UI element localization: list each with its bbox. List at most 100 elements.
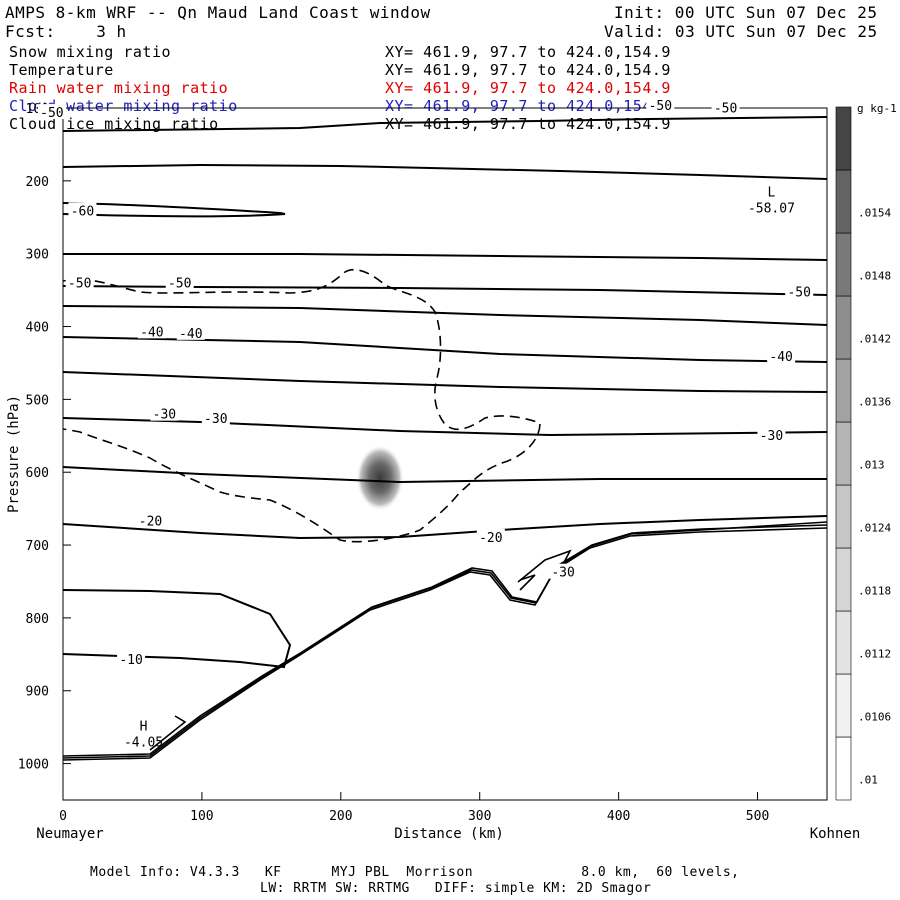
contour-label: -40: [140, 325, 163, 340]
isotherm: [62, 163, 828, 180]
isotherm: [62, 336, 828, 363]
y-tick-label: 1000: [18, 758, 49, 773]
contour-label-bg: [549, 563, 578, 579]
colorbar-swatch: [835, 358, 852, 423]
x-tick-label: 100: [190, 809, 213, 824]
colorbar-swatch: [835, 106, 852, 171]
y-tick-label: 200: [26, 175, 49, 190]
colorbar-level: .0124: [858, 522, 891, 535]
colorbar-swatch: [835, 736, 852, 801]
y-tick-label: 900: [26, 685, 49, 700]
contour-label: -30: [760, 429, 783, 444]
extremum-type: L: [768, 185, 776, 200]
terrain-line: [62, 521, 828, 759]
contour-label-bg: [150, 405, 179, 421]
extrema-labels: L-58.07 H-4.05: [124, 185, 795, 750]
contour-label: -40: [179, 327, 202, 342]
contour-label-bg: [37, 104, 66, 120]
contour-label: -50: [649, 99, 672, 114]
field-section-coords: XY= 461.9, 97.7 to 424.0,154.9: [385, 43, 671, 61]
extremum-value: -58.07: [748, 201, 795, 216]
colorbar-swatch: [835, 610, 852, 675]
terrain-line: [62, 524, 828, 757]
isotherm: [62, 371, 828, 393]
terrain-line: [517, 549, 572, 583]
contour-label-bg: [65, 274, 94, 290]
colorbar-level: .01: [858, 774, 878, 787]
colorbar-level: .013: [858, 459, 885, 472]
contour-label-bg: [785, 283, 814, 299]
physics-info: LW: RRTM SW: RRTMG DIFF: simple KM: 2D S…: [260, 881, 652, 896]
contour-label-bg: [117, 651, 146, 667]
colorbar-level: .0142: [858, 333, 891, 346]
isotherm: [62, 417, 828, 437]
terrain-surface: [62, 521, 828, 761]
contour-label-bg: [711, 99, 740, 115]
contour-label-bg: [136, 512, 165, 528]
contour-label: -30: [204, 412, 227, 427]
contour-label: -50: [168, 277, 191, 292]
plot-frame: [62, 107, 828, 801]
isotherm: [62, 466, 827, 484]
colorbar-level: .0148: [858, 270, 891, 283]
isotherm: [63, 253, 828, 261]
contour-label-bg: [767, 348, 796, 364]
colorbar-level: .0118: [858, 585, 891, 598]
snow-contour: [62, 268, 541, 543]
field-name: Temperature: [9, 61, 114, 79]
x-tick-label: 0: [59, 809, 67, 824]
colorbar-swatch: [835, 232, 852, 297]
terrain-line: [62, 527, 828, 761]
isotherm: [62, 116, 828, 132]
field-name: Snow mixing ratio: [9, 43, 172, 61]
contour-label: -50: [40, 106, 63, 121]
chart-title: AMPS 8-km WRF -- Qn Maud Land Coast wind…: [5, 3, 431, 22]
extremum-type: H: [140, 719, 148, 734]
forecast-hour: Fcst: 3 h: [5, 22, 127, 41]
colorbar-swatch: [835, 421, 852, 486]
field-name: Rain water mixing ratio: [9, 79, 229, 97]
colorbar: .01 .0106 .0112 .0118 .0124 .013 .0136 .0142 .01…: [835, 106, 891, 801]
contour-label: -50: [68, 277, 91, 292]
terrain-line: [519, 574, 536, 591]
cloud-ice-maximum: [356, 445, 404, 511]
contour-label-bg: [137, 323, 166, 339]
right-endpoint-label: Kohnen: [810, 826, 861, 842]
contour-labels: -50 -50 -50 -60 -50 -50 -50 -40 -40 -40 -30 -30 -30 -…: [37, 96, 814, 668]
y-axis-title: Pressure (hPa): [6, 395, 22, 513]
contour-label-bg: [176, 324, 205, 340]
contour-label-bg: [757, 426, 786, 442]
field-name: Cloud ice mixing ratio: [9, 115, 219, 133]
contour-label-bg: [68, 202, 97, 218]
contour-label-bg: [165, 274, 194, 290]
field-section-coords: XY= 461.9, 97.7 to 424.0,154.9: [385, 61, 671, 79]
colorbar-level: .0136: [858, 396, 891, 409]
colorbar-level: .0112: [858, 648, 891, 661]
colorbar-swatch: [835, 169, 852, 234]
y-tick-label: 500: [26, 393, 49, 408]
field-section-coords: XY= 461.9, 97.7 to 424.0,154.9: [385, 79, 671, 97]
y-tick-label: 400: [26, 321, 49, 336]
field-name: Cloud water mixing ratio: [9, 97, 238, 115]
y-tick-label: 800: [26, 612, 49, 627]
x-tick-label: 400: [607, 809, 630, 824]
y-tick-label: 700: [26, 539, 49, 554]
contour-label: -20: [139, 515, 162, 530]
contour-label: -30: [551, 566, 574, 581]
isotherm: [62, 285, 828, 296]
model-info: Model Info: V4.3.3 KF MYJ PBL Morrison 8…: [90, 865, 740, 880]
contour-label: -60: [71, 204, 94, 219]
x-axis: 0 100 200 300 400 500: [59, 792, 769, 824]
colorbar-swatch: [835, 484, 852, 549]
terrain-line: [149, 715, 187, 751]
y-tick-label: 300: [26, 248, 49, 263]
y-tick-label: 600: [26, 466, 49, 481]
temperature-contours: [62, 116, 828, 669]
valid-time: Valid: 03 UTC Sun 07 Dec 25: [604, 22, 878, 41]
isotherm: [62, 202, 286, 218]
contour-label: -40: [769, 350, 792, 365]
contour-label: -20: [479, 531, 502, 546]
x-tick-label: 500: [746, 809, 769, 824]
